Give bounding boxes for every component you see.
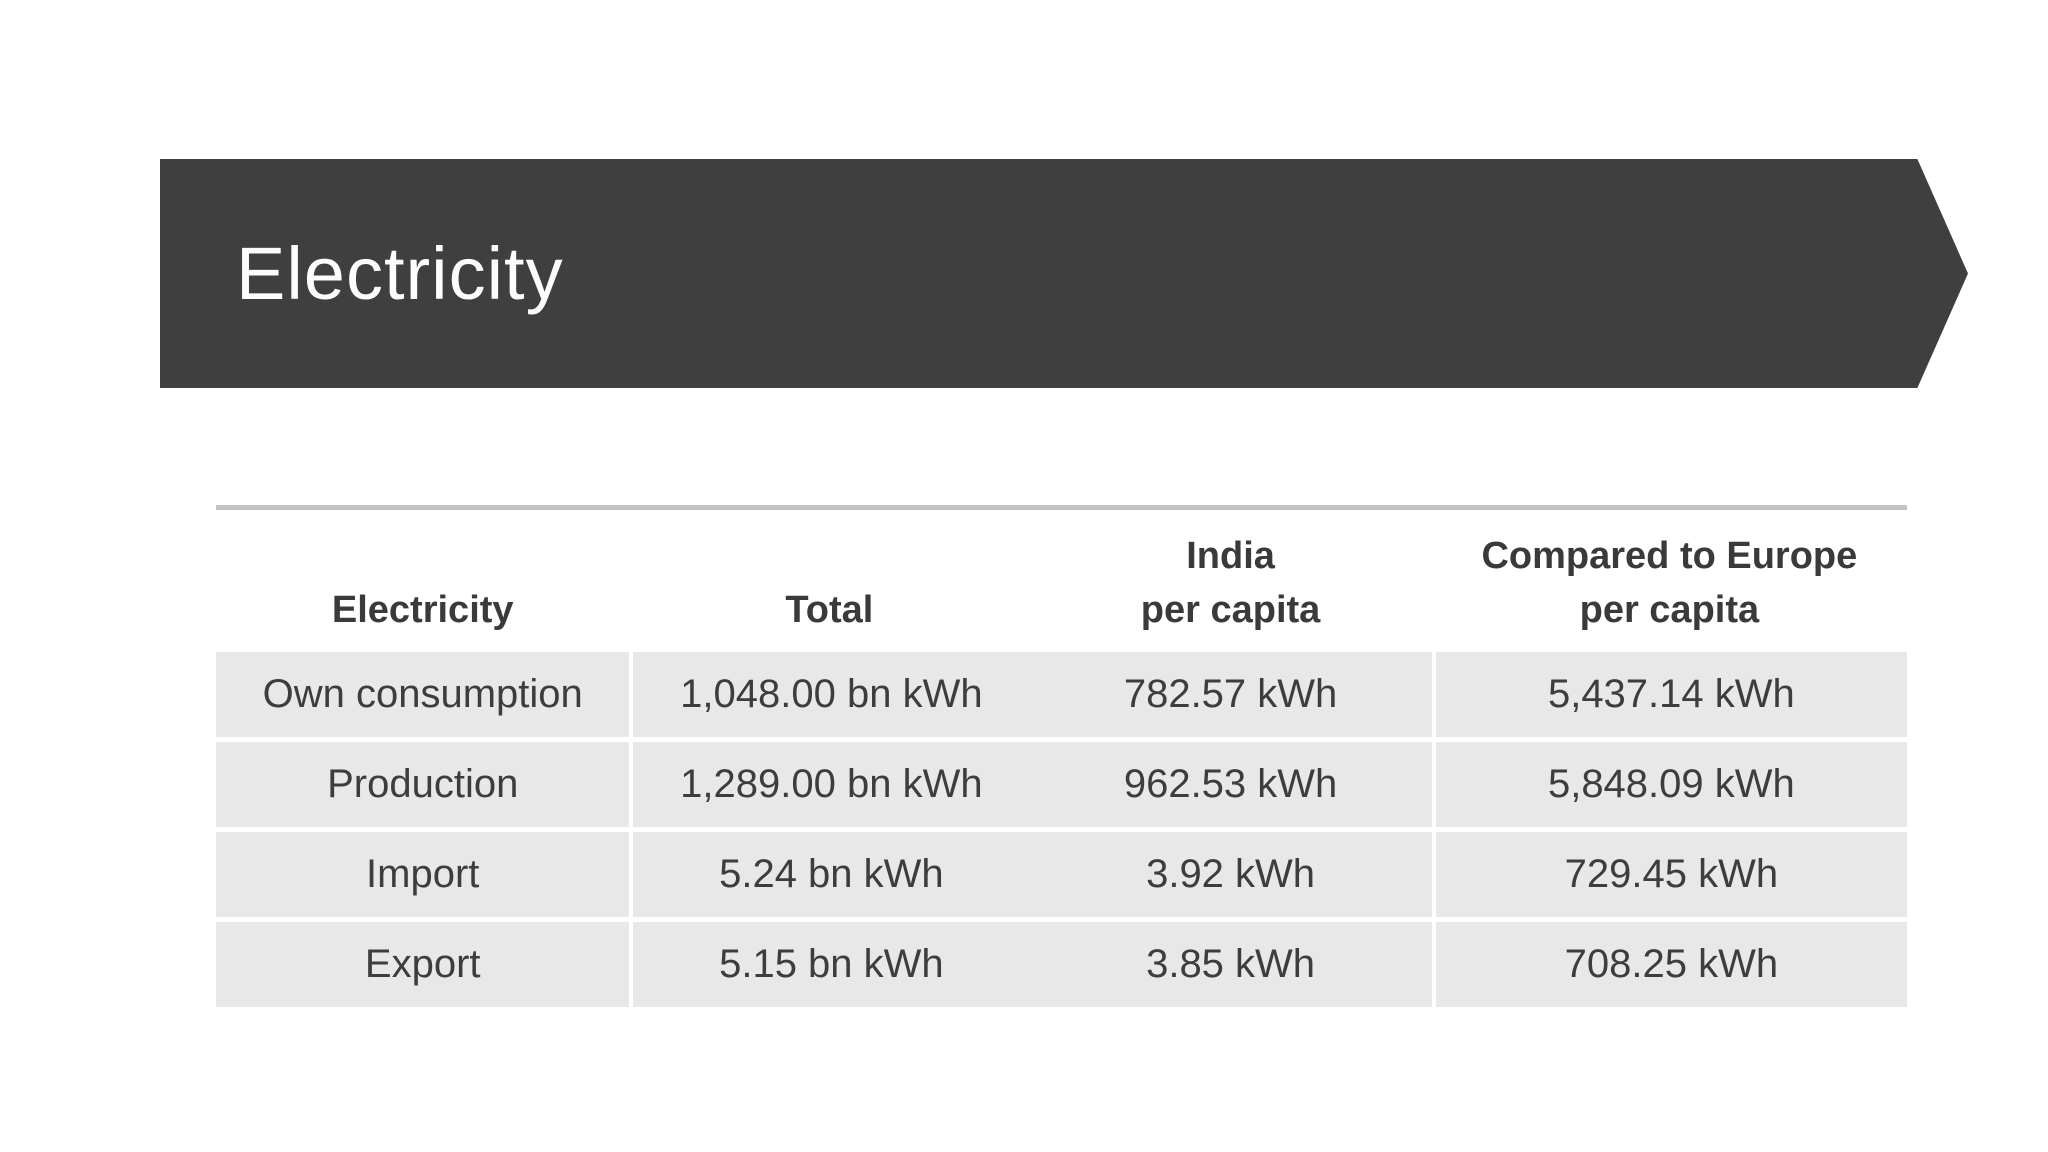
cell-total: 1,048.00 bn kWh: [629, 652, 1030, 737]
table-row-import: Import 5.24 bn kWh 3.92 kWh 729.45 kWh: [216, 832, 1907, 917]
row-label: Import: [216, 832, 630, 917]
column-header-europe-per-capita: Compared to Europe per capita: [1481, 535, 1858, 632]
table-row-export: Export 5.15 bn kWh 3.85 kWh 708.25 kWh: [216, 922, 1907, 1007]
cell-europe-per-capita: 5,848.09 kWh: [1431, 742, 1907, 827]
cell-india-per-capita: 782.57 kWh: [1029, 652, 1432, 737]
title-banner: Electricity: [160, 159, 1968, 388]
cell-europe-per-capita: 729.45 kWh: [1431, 832, 1907, 917]
cell-total: 5.24 bn kWh: [629, 832, 1030, 917]
cell-india-per-capita: 3.85 kWh: [1029, 922, 1432, 1007]
row-label: Export: [216, 922, 630, 1007]
cell-india-per-capita: 3.92 kWh: [1029, 832, 1432, 917]
slide-title: Electricity: [236, 231, 564, 315]
cell-europe-per-capita: 708.25 kWh: [1431, 922, 1907, 1007]
column-header-electricity: Electricity: [331, 589, 514, 632]
row-label: Production: [216, 742, 630, 827]
cell-total: 5.15 bn kWh: [629, 922, 1030, 1007]
electricity-table: Electricity Total India per capita Compa…: [216, 505, 1907, 1012]
row-label: Own consumption: [216, 652, 630, 737]
cell-total: 1,289.00 bn kWh: [629, 742, 1030, 827]
table-row-own-consumption: Own consumption 1,048.00 bn kWh 782.57 k…: [216, 652, 1907, 737]
cell-europe-per-capita: 5,437.14 kWh: [1431, 652, 1907, 737]
table-row-production: Production 1,289.00 bn kWh 962.53 kWh 5,…: [216, 742, 1907, 827]
column-header-total: Total: [785, 589, 874, 632]
table-header-row: Electricity Total India per capita Compa…: [216, 510, 1907, 652]
column-header-india-per-capita: India per capita: [1140, 535, 1321, 632]
cell-india-per-capita: 962.53 kWh: [1029, 742, 1432, 827]
